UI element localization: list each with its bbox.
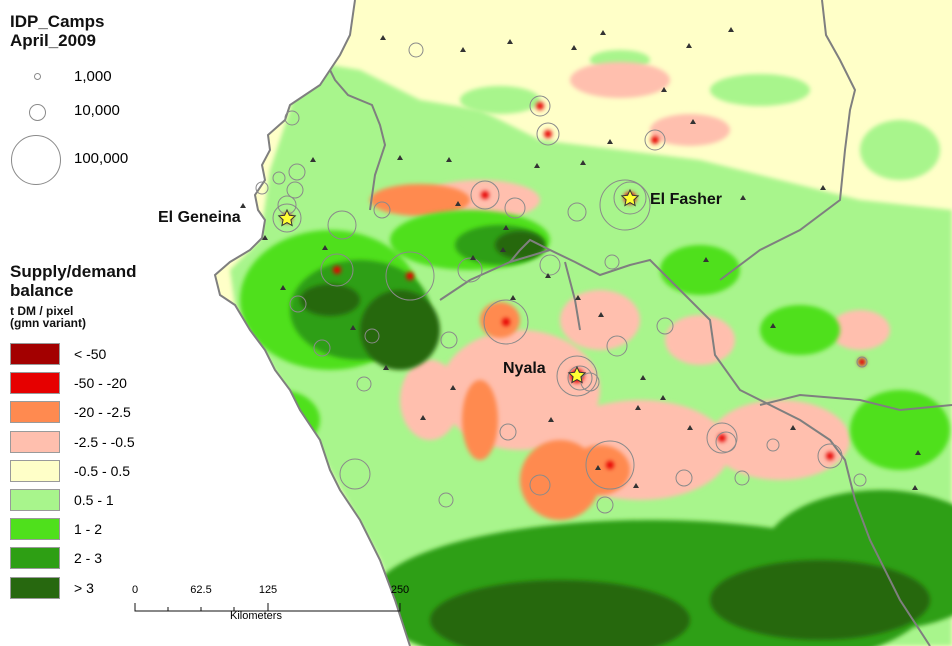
idp-legend-title-line2: April_2009 — [10, 31, 96, 50]
balance-legend-title: Supply/demand balance — [10, 262, 137, 300]
balance-class-row: < -50 — [10, 343, 240, 367]
color-swatch — [10, 343, 60, 365]
balance-class-row: -0.5 - 0.5 — [10, 460, 240, 484]
large-circle-icon — [11, 135, 61, 185]
balance-class-label: 1 - 2 — [74, 521, 103, 537]
city-label-el-fasher: El Fasher — [650, 191, 723, 208]
balance-class-label: -0.5 - 0.5 — [74, 463, 131, 479]
balance-class-label: -2.5 - -0.5 — [74, 434, 135, 450]
idp-size-label: 10,000 — [74, 102, 120, 119]
city-label-el-geneina: El Geneina — [158, 209, 241, 226]
scale-tick-label: 0 — [131, 584, 139, 596]
city-label-nyala: Nyala — [503, 360, 546, 377]
balance-class-row: 1 - 2 — [10, 518, 240, 542]
idp-size-100000: 100,000 — [10, 135, 210, 185]
idp-size-1000: 1,000 — [10, 68, 210, 108]
balance-class-label: 0.5 - 1 — [74, 492, 114, 508]
scale-bar: 0 62.5 125 250 Kilometers — [130, 584, 410, 624]
scale-tick-label: 250 — [390, 584, 410, 596]
nyala-star-icon — [567, 365, 587, 384]
balance-class-label: < -50 — [74, 346, 107, 362]
balance-class-label: 2 - 3 — [74, 550, 103, 566]
balance-legend-title-line2: balance — [10, 281, 74, 300]
balance-legend-title-line1: Supply/demand — [10, 262, 137, 281]
idp-legend-title: IDP_Camps April_2009 — [10, 12, 104, 50]
color-swatch — [10, 431, 60, 453]
scale-unit-label: Kilometers — [230, 610, 282, 622]
color-swatch — [10, 577, 60, 599]
color-swatch — [10, 372, 60, 394]
scale-bar-graphic — [134, 603, 401, 612]
idp-size-10000: 10,000 — [10, 101, 210, 141]
color-swatch — [10, 401, 60, 423]
balance-class-row: 2 - 3 — [10, 547, 240, 571]
balance-class-row: 0.5 - 1 — [10, 489, 240, 513]
balance-class-label: -50 - -20 — [74, 375, 127, 391]
idp-size-label: 100,000 — [74, 150, 129, 167]
balance-class-label: -20 - -2.5 — [74, 404, 131, 420]
color-swatch — [10, 460, 60, 482]
idp-size-label: 1,000 — [74, 68, 112, 85]
color-swatch — [10, 518, 60, 540]
balance-legend-units-line2: (gmn variant) — [10, 316, 87, 330]
color-swatch — [10, 489, 60, 511]
balance-legend-units-line1: t DM / pixel — [10, 304, 74, 318]
balance-class-row: -20 - -2.5 — [10, 401, 240, 425]
balance-class-row: -2.5 - -0.5 — [10, 431, 240, 455]
el-fasher-star-icon — [620, 188, 640, 207]
balance-class-label: > 3 — [74, 580, 94, 596]
medium-circle-icon — [29, 104, 46, 121]
small-circle-icon — [34, 73, 41, 80]
idp-legend-title-line1: IDP_Camps — [10, 12, 105, 31]
scale-tick-label: 62.5 — [190, 584, 212, 596]
color-swatch — [10, 547, 60, 569]
el-geneina-star-icon — [277, 208, 297, 227]
balance-class-row: > 3 — [10, 577, 240, 601]
scale-tick-label: 125 — [258, 584, 278, 596]
balance-legend-units: t DM / pixel (gmn variant) — [10, 305, 86, 329]
balance-class-row: -50 - -20 — [10, 372, 240, 396]
